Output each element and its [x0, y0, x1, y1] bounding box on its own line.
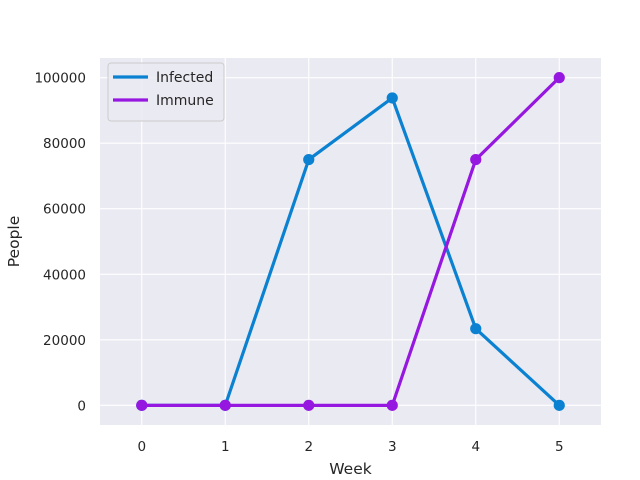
- x-tick-label: 1: [221, 439, 230, 455]
- y-tick-label: 20000: [43, 333, 86, 349]
- legend: Infected Immune: [107, 62, 225, 122]
- data-point: [470, 153, 482, 166]
- series-immune: [136, 72, 565, 411]
- y-tick-label: 40000: [43, 267, 86, 283]
- y-tick-label: 80000: [43, 136, 86, 152]
- data-point: [386, 92, 398, 104]
- y-axis-label: People: [5, 216, 23, 268]
- data-point: [219, 399, 231, 411]
- data-point: [470, 323, 482, 335]
- x-tick-label: 0: [137, 439, 146, 455]
- data-point: [136, 399, 148, 411]
- x-tick-label: 2: [304, 439, 313, 455]
- data-point: [553, 399, 565, 411]
- y-tick-label: 100000: [34, 71, 86, 87]
- data-point: [553, 72, 565, 84]
- data-point: [303, 399, 315, 411]
- x-tick-label: 3: [388, 439, 397, 455]
- legend-label: Infected: [156, 70, 213, 86]
- series-lines: [136, 72, 565, 411]
- grid: [100, 58, 601, 425]
- y-tick-labels: 0 20000 40000 60000 80000 100000: [34, 71, 86, 415]
- series-line: [140, 76, 561, 407]
- x-tick-labels: 0 1 2 3 4 5: [137, 439, 563, 455]
- y-tick-label: 60000: [43, 202, 86, 218]
- data-point: [386, 399, 398, 411]
- data-point: [303, 153, 315, 166]
- x-tick-label: 5: [555, 439, 564, 455]
- legend-label: Immune: [156, 93, 214, 109]
- x-tick-label: 4: [471, 439, 480, 455]
- y-tick-label: 0: [77, 398, 86, 414]
- x-axis-label: Week: [329, 460, 371, 478]
